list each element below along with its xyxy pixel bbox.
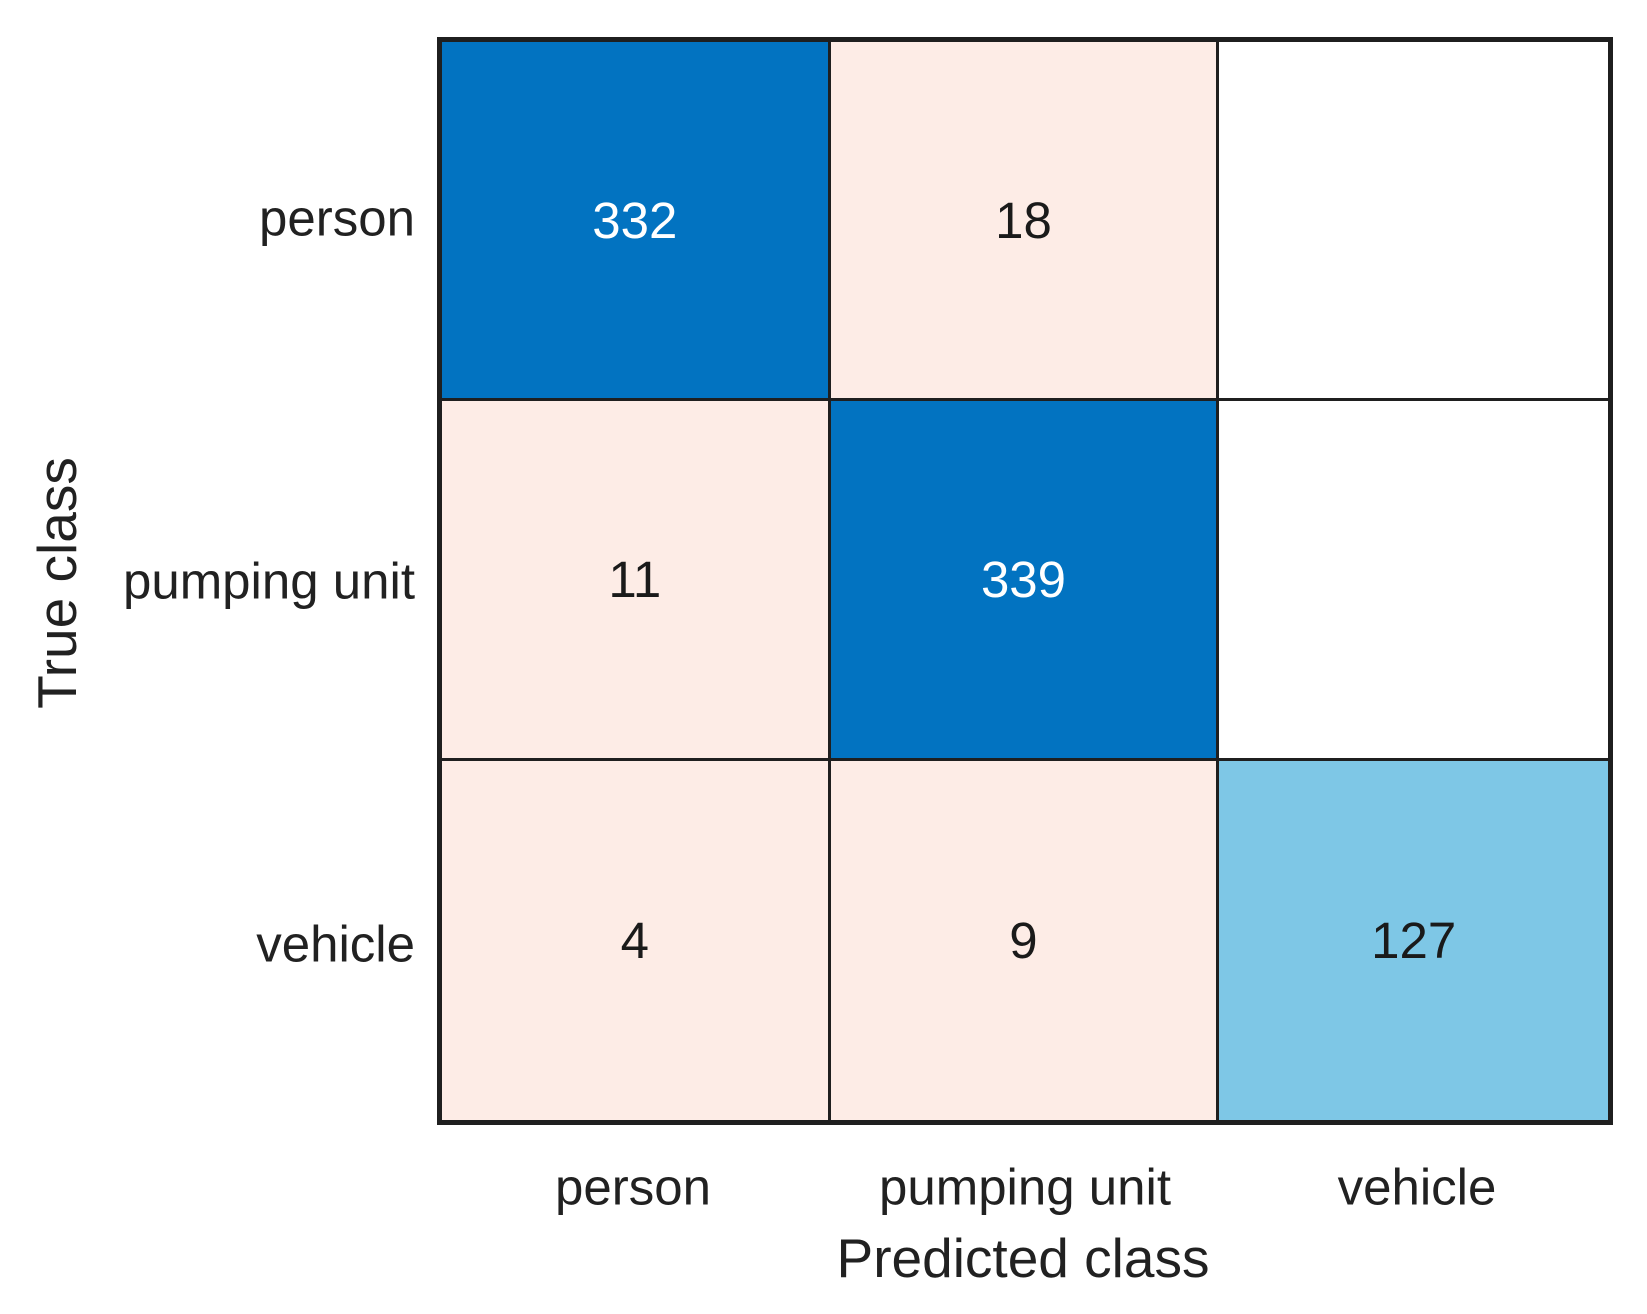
matrix-cell-person-pumping-unit: 18: [830, 42, 1220, 402]
y-tick-label-person: person: [259, 189, 415, 247]
matrix-cell-vehicle-pumping-unit: 9: [830, 760, 1220, 1120]
matrix-cell-person-vehicle: [1219, 42, 1608, 402]
matrix-cell-vehicle-vehicle: 127: [1219, 760, 1608, 1120]
matrix-cell-vehicle-person: 4: [442, 760, 831, 1120]
matrix-cell-person-person: 332: [442, 42, 831, 402]
confusion-matrix-grid: 332 18 11 339 4 9 127: [437, 37, 1613, 1125]
y-tick-label-pumping-unit: pumping unit: [122, 552, 415, 610]
y-tick-label-vehicle: vehicle: [256, 915, 415, 973]
matrix-cell-pumping-unit-pumping-unit: 339: [830, 401, 1220, 761]
x-tick-label-vehicle: vehicle: [1337, 1158, 1497, 1216]
matrix-cell-pumping-unit-vehicle: [1219, 401, 1608, 761]
x-tick-label-pumping-unit: pumping unit: [878, 1158, 1172, 1216]
x-tick-label-person: person: [555, 1158, 711, 1216]
x-axis-title: Predicted class: [836, 1227, 1210, 1289]
matrix-cell-pumping-unit-person: 11: [442, 401, 831, 761]
